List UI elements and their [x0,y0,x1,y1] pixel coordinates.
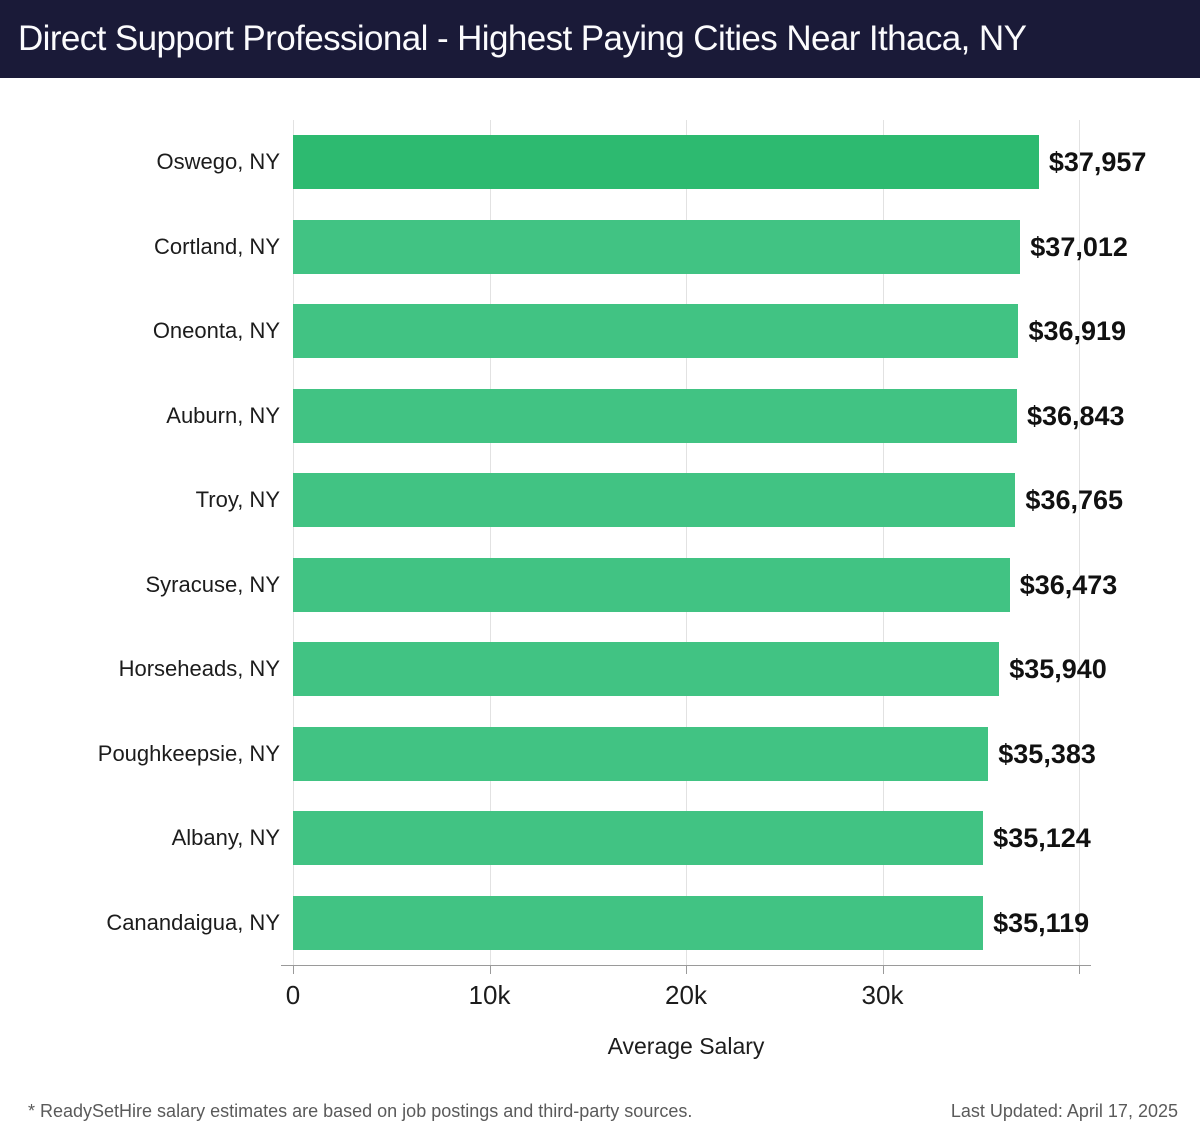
bar-2 [293,219,1021,274]
source-footnote: * ReadySetHire salary estimates are base… [28,1101,693,1121]
last-updated-label: Last Updated: April 17, 2025 [950,1101,1178,1121]
gridline [882,120,884,965]
category-label: Syracuse, NY [145,571,281,597]
x-axis-title: Average Salary [607,1033,765,1059]
value-label: $37,957 [1048,147,1147,177]
bar-row: Canandaigua, NY $35,119 [0,881,1200,966]
value-label: $36,473 [1019,569,1118,600]
category-label: Poughkeepsie, NY [97,740,280,766]
bar-row: Poughkeepsie, NY $35,383 [0,712,1200,797]
bar-row: Syracuse, NY $36,473 [0,543,1200,628]
x-axis-tick [1079,965,1080,974]
x-tick-label: 10k [468,980,511,1010]
category-label: Albany, NY [171,825,280,850]
value-label: $36,843 [1026,400,1125,431]
gridline [489,120,491,965]
bar-row: Oswego, NY $37,957 [0,120,1200,205]
x-axis-tick [489,965,491,974]
bar-row: Cortland, NY $37,012 [0,205,1200,290]
bar-row: Troy, NY $36,765 [0,458,1200,543]
gridline [1079,120,1080,965]
x-tick-label: 30k [861,980,904,1010]
bar-row: Auburn, NY $36,843 [0,374,1200,459]
category-label: Canandaigua, NY [106,909,280,935]
value-label: $36,919 [1028,316,1127,346]
bar-row: Oneonta, NY $36,919 [0,289,1200,374]
category-label: Cortland, NY [154,233,280,259]
bar-10 [293,895,984,950]
value-label: $35,119 [993,907,1090,938]
x-axis-tick [882,965,884,974]
header-bar: Direct Support Professional - Highest Pa… [0,0,1200,78]
x-tick-label: 20k [665,980,707,1010]
x-axis-tick [686,965,687,974]
x-axis-tick [293,965,294,974]
category-label: Oneonta, NY [152,318,280,343]
page-title: Direct Support Professional - Highest Pa… [18,19,1027,58]
gridline [293,120,294,965]
category-label: Auburn, NY [166,402,280,428]
gridline [686,120,687,965]
category-label: Oswego, NY [156,149,281,174]
bar-row: Albany, NY $35,124 [0,796,1200,881]
value-label: $36,765 [1025,485,1124,515]
value-label: $35,940 [1009,654,1107,684]
bar-1 [293,135,1039,190]
category-label: Troy, NY [195,487,280,512]
x-tick-label: 0 [285,980,301,1010]
bar-7 [293,642,1000,697]
bar-8 [293,726,989,781]
bar-6 [293,557,1010,612]
value-label: $35,124 [993,823,1091,853]
category-label: Horseheads, NY [118,656,280,681]
bar-4 [293,388,1017,443]
bar-5 [293,473,1016,528]
value-label: $35,383 [998,738,1096,769]
value-label: $37,012 [1030,231,1128,262]
bar-3 [293,304,1019,359]
bar-9 [293,811,984,866]
bar-row: Horseheads, NY $35,940 [0,627,1200,712]
